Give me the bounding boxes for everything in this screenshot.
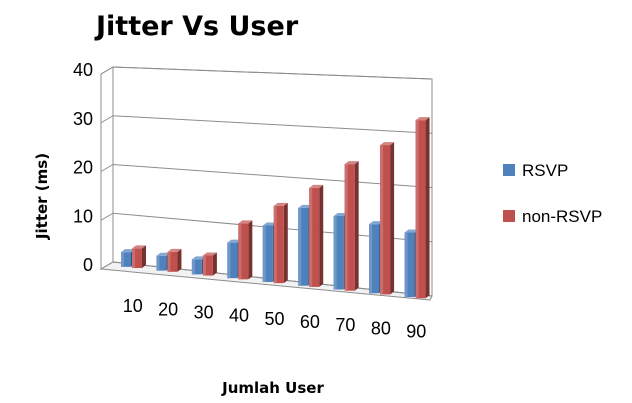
bar-non-rsvp-30 bbox=[202, 252, 217, 276]
x-tick-label: 40 bbox=[229, 306, 249, 326]
y-axis-ticks: 0 10 20 30 40 bbox=[73, 60, 93, 275]
x-tick-label: 60 bbox=[300, 312, 320, 332]
legend-label: RSVP bbox=[522, 161, 568, 180]
gridline-side bbox=[100, 66, 114, 75]
legend: RSVP non-RSVP bbox=[503, 161, 602, 226]
legend-label: non-RSVP bbox=[522, 207, 602, 226]
bar-non-rsvp-60 bbox=[309, 184, 324, 287]
legend-swatch-non-rsvp bbox=[503, 210, 515, 222]
legend-swatch-rsvp bbox=[503, 164, 515, 176]
x-axis-ticks: 10 20 30 40 50 60 70 80 90 bbox=[123, 296, 427, 341]
gridline-side bbox=[100, 212, 114, 221]
x-tick-label: 90 bbox=[406, 322, 426, 342]
gridline-side bbox=[100, 164, 114, 172]
y-tick-label: 40 bbox=[73, 60, 93, 80]
chart-title: Jitter Vs User bbox=[94, 11, 299, 42]
bar-non-rsvp-40 bbox=[238, 220, 253, 280]
gridline-side bbox=[100, 115, 114, 124]
bars bbox=[121, 117, 430, 299]
gridline bbox=[112, 164, 433, 188]
x-tick-label: 80 bbox=[371, 318, 391, 338]
x-axis-title: Jumlah User bbox=[221, 379, 324, 397]
x-tick-label: 10 bbox=[123, 296, 143, 316]
x-tick-label: 30 bbox=[194, 302, 214, 322]
y-axis-title: Jitter (ms) bbox=[33, 153, 51, 240]
x-tick-label: 50 bbox=[264, 309, 284, 329]
y-tick-label: 20 bbox=[73, 158, 93, 178]
bar-non-rsvp-50 bbox=[273, 202, 288, 284]
x-tick-label: 20 bbox=[158, 299, 178, 319]
gridline-side bbox=[100, 261, 114, 270]
x-tick-label: 70 bbox=[335, 315, 355, 335]
bar-non-rsvp-80 bbox=[380, 142, 395, 295]
bar-non-rsvp-10 bbox=[132, 245, 146, 269]
gridline bbox=[112, 115, 433, 134]
y-tick-label: 30 bbox=[73, 109, 93, 129]
bar-non-rsvp-90 bbox=[415, 117, 430, 299]
bar-non-rsvp-70 bbox=[344, 161, 359, 291]
bar-non-rsvp-20 bbox=[167, 248, 182, 272]
y-tick-label: 0 bbox=[83, 255, 93, 275]
y-tick-label: 10 bbox=[73, 206, 93, 226]
gridline bbox=[112, 66, 433, 80]
